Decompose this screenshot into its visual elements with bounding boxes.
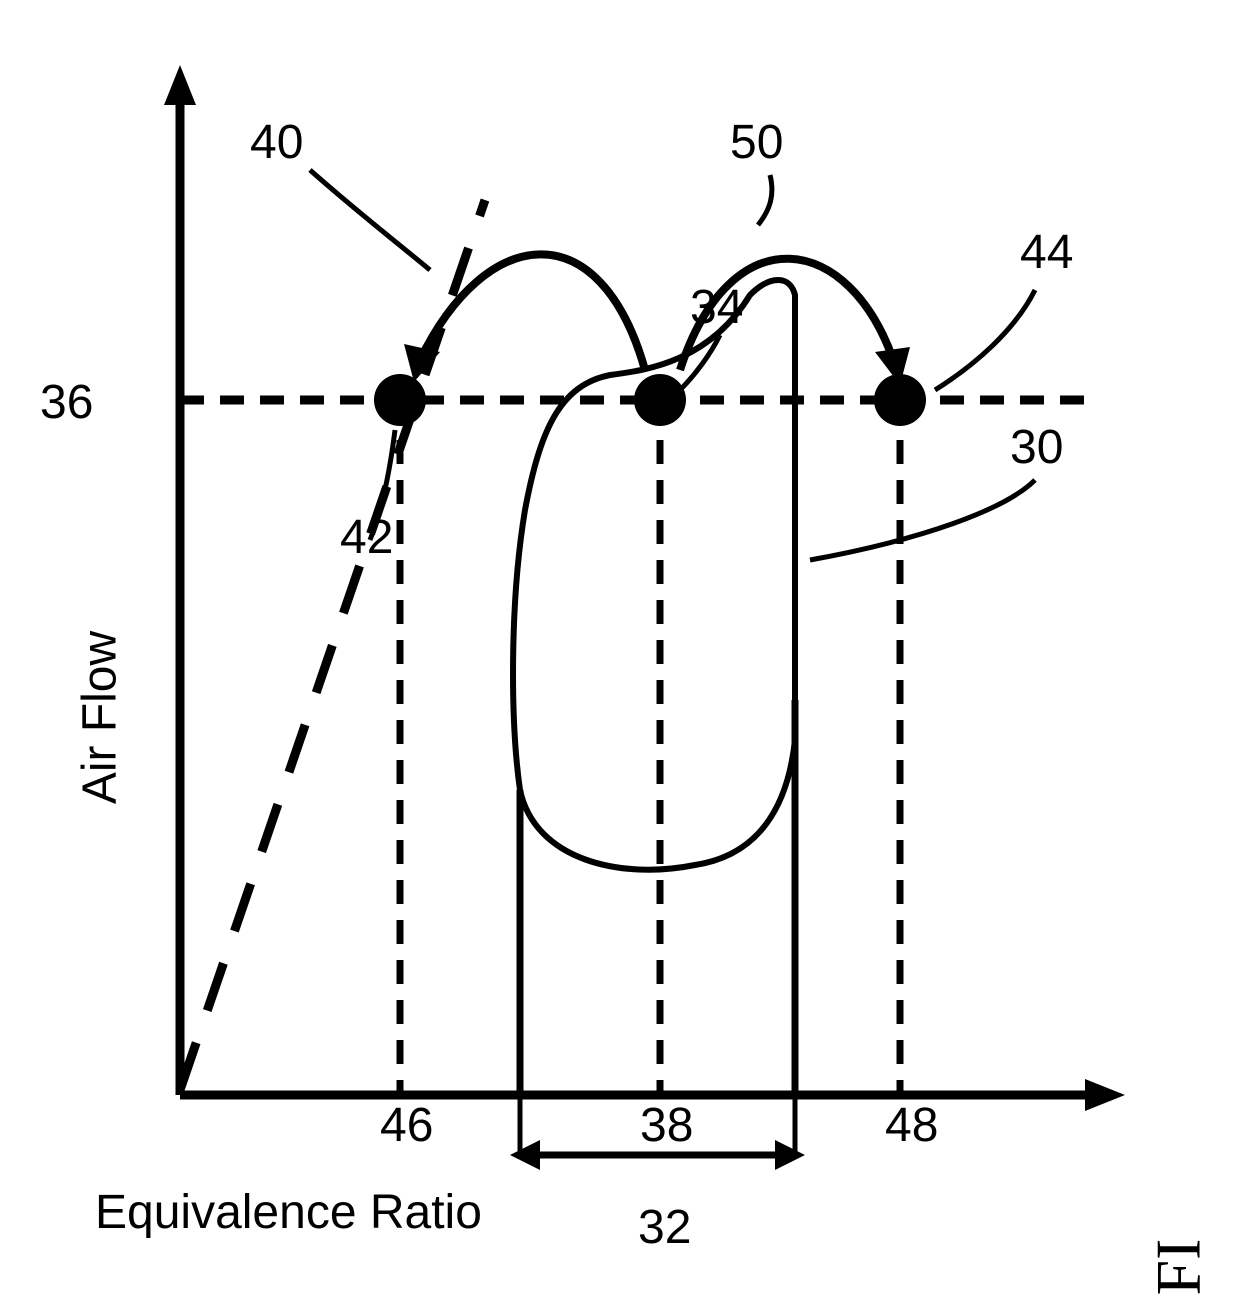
x-axis-label: Equivalence Ratio xyxy=(95,1185,482,1240)
callout-44-leader xyxy=(935,290,1035,390)
label-38: 38 xyxy=(640,1098,693,1153)
label-42: 42 xyxy=(340,510,393,565)
y-axis xyxy=(164,65,196,1095)
label-40: 40 xyxy=(250,115,303,170)
blowout-line xyxy=(180,200,485,1090)
label-34: 34 xyxy=(690,280,743,335)
label-44: 44 xyxy=(1020,225,1073,280)
label-50: 50 xyxy=(730,115,783,170)
label-30: 30 xyxy=(1010,420,1063,475)
label-36: 36 xyxy=(40,375,93,430)
callout-50-leader xyxy=(758,175,772,225)
partial-figure-label: FI xyxy=(1141,1239,1215,1296)
label-32: 32 xyxy=(638,1200,691,1255)
callout-40-leader xyxy=(310,170,430,270)
point-34 xyxy=(634,374,686,426)
label-48: 48 xyxy=(885,1098,938,1153)
point-42 xyxy=(374,374,426,426)
y-axis-label: Air Flow xyxy=(73,608,128,828)
schematic-plot xyxy=(0,0,1240,1306)
callout-30-leader xyxy=(810,480,1035,560)
point-44 xyxy=(874,374,926,426)
label-46: 46 xyxy=(380,1098,433,1153)
instability-region xyxy=(513,280,795,870)
